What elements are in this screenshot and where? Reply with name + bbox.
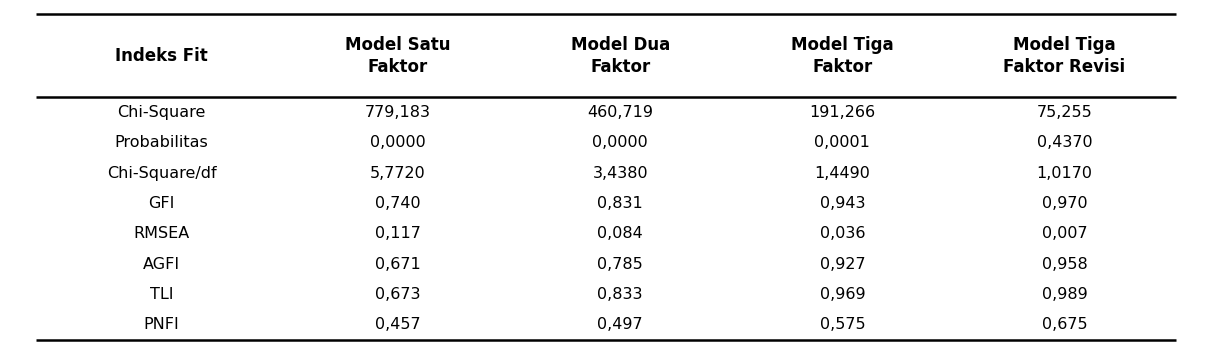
Text: Chi-Square/df: Chi-Square/df	[107, 166, 217, 181]
Text: 0,927: 0,927	[819, 257, 865, 272]
Text: 0,671: 0,671	[376, 257, 421, 272]
Text: 779,183: 779,183	[365, 105, 431, 120]
Text: Model Dua
Faktor: Model Dua Faktor	[571, 36, 670, 76]
Text: 0,785: 0,785	[598, 257, 644, 272]
Text: RMSEA: RMSEA	[133, 226, 190, 241]
Text: 0,958: 0,958	[1041, 257, 1087, 272]
Text: Probabilitas: Probabilitas	[115, 135, 208, 150]
Text: 0,740: 0,740	[376, 196, 421, 211]
Text: 75,255: 75,255	[1036, 105, 1092, 120]
Text: 0,0000: 0,0000	[593, 135, 648, 150]
Text: Model Tiga
Faktor Revisi: Model Tiga Faktor Revisi	[1004, 36, 1126, 76]
Text: Model Tiga
Faktor: Model Tiga Faktor	[791, 36, 893, 76]
Text: PNFI: PNFI	[144, 317, 179, 332]
Text: 0,497: 0,497	[598, 317, 644, 332]
Text: 0,675: 0,675	[1042, 317, 1087, 332]
Text: 0,989: 0,989	[1041, 287, 1087, 302]
Text: Model Satu
Faktor: Model Satu Faktor	[345, 36, 451, 76]
Text: 0,0001: 0,0001	[814, 135, 870, 150]
Text: 0,084: 0,084	[598, 226, 644, 241]
Text: 0,673: 0,673	[376, 287, 421, 302]
Text: 0,457: 0,457	[376, 317, 421, 332]
Text: 3,4380: 3,4380	[593, 166, 648, 181]
Text: Chi-Square: Chi-Square	[118, 105, 206, 120]
Text: 5,7720: 5,7720	[370, 166, 425, 181]
Text: 0,575: 0,575	[819, 317, 865, 332]
Text: 0,036: 0,036	[819, 226, 865, 241]
Text: 0,970: 0,970	[1042, 196, 1087, 211]
Text: 460,719: 460,719	[588, 105, 653, 120]
Text: 1,0170: 1,0170	[1036, 166, 1092, 181]
Text: Indeks Fit: Indeks Fit	[115, 47, 208, 65]
Text: 1,4490: 1,4490	[814, 166, 870, 181]
Text: 191,266: 191,266	[810, 105, 875, 120]
Text: 0,007: 0,007	[1042, 226, 1087, 241]
Text: 0,0000: 0,0000	[370, 135, 425, 150]
Text: GFI: GFI	[149, 196, 175, 211]
Text: 0,4370: 0,4370	[1036, 135, 1092, 150]
Text: TLI: TLI	[150, 287, 173, 302]
Text: AGFI: AGFI	[143, 257, 181, 272]
Text: 0,943: 0,943	[819, 196, 865, 211]
Text: 0,969: 0,969	[819, 287, 865, 302]
Text: 0,833: 0,833	[598, 287, 644, 302]
Text: 0,117: 0,117	[376, 226, 421, 241]
Text: 0,831: 0,831	[598, 196, 644, 211]
